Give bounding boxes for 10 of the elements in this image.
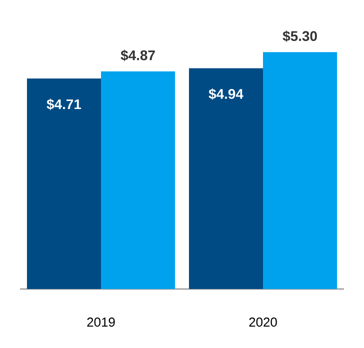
data-label: $4.94 <box>208 88 244 100</box>
bar <box>188 68 264 289</box>
bar <box>263 52 338 289</box>
data-label: $4.71 <box>46 98 82 110</box>
x-tick-label: 2019 <box>87 318 115 327</box>
bar <box>26 78 101 289</box>
data-label: $5.30 <box>282 30 317 42</box>
x-tick-label: 2020 <box>249 318 277 327</box>
data-label: $4.87 <box>120 50 155 62</box>
bar <box>101 71 176 289</box>
